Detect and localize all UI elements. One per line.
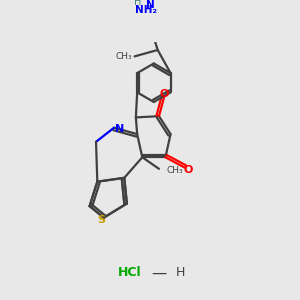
Text: N: N <box>146 0 154 10</box>
Text: CH₃: CH₃ <box>166 166 183 175</box>
Text: N: N <box>115 124 124 134</box>
Text: S: S <box>97 215 105 225</box>
Text: H: H <box>134 0 142 8</box>
Text: O: O <box>159 89 169 99</box>
Text: H: H <box>176 266 185 279</box>
Text: —: — <box>152 266 166 280</box>
Text: NH₂: NH₂ <box>135 5 157 15</box>
Text: HCl: HCl <box>118 266 141 279</box>
Text: O: O <box>183 165 193 175</box>
Text: CH₃: CH₃ <box>116 52 132 61</box>
